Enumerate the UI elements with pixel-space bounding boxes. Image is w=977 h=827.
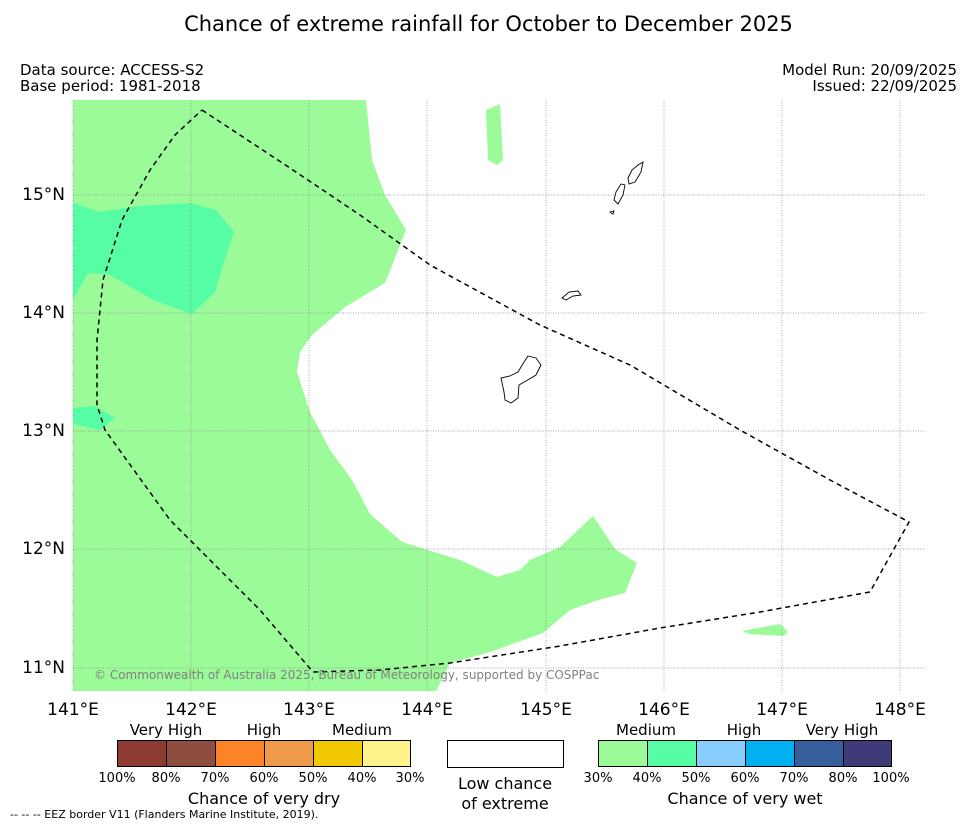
wet-swatch xyxy=(843,740,892,767)
wet-legend-title: Chance of very wet xyxy=(667,789,823,808)
wet-swatch xyxy=(794,740,844,767)
dry-swatch xyxy=(362,740,411,767)
dry-percent-label: 100% xyxy=(98,771,136,786)
dry-category-label: Medium xyxy=(332,721,392,739)
wet-medium-high-area-small xyxy=(73,406,115,430)
wet-category-label: Medium xyxy=(616,721,676,739)
guam-island xyxy=(500,355,542,404)
issued-date: Issued: 22/09/2025 xyxy=(812,77,957,95)
wet-percent-label: 40% xyxy=(632,771,662,786)
wet-percent-label: 70% xyxy=(779,771,809,786)
dry-swatch xyxy=(264,740,314,767)
wet-percent-label: 100% xyxy=(872,771,910,786)
dry-legend-title: Chance of very dry xyxy=(187,789,341,808)
wet-percent-label: 30% xyxy=(583,771,613,786)
dry-percent-label: 70% xyxy=(200,771,230,786)
dry-category-label: Very High xyxy=(129,721,203,739)
lat-tick-label: 14°N xyxy=(22,303,65,323)
lon-tick-label: 145°E xyxy=(520,700,572,720)
base-period: Base period: 1981-2018 xyxy=(20,77,201,95)
wet-medium-patch-southeast xyxy=(742,624,788,636)
dry-percent-label: 80% xyxy=(151,771,181,786)
dry-swatch xyxy=(215,740,265,767)
wet-percent-label: 80% xyxy=(828,771,858,786)
eez-footnote: -- -- -- EEZ border V11 (Flanders Marine… xyxy=(10,808,319,821)
wet-swatch xyxy=(696,740,746,767)
wet-category-label: Very High xyxy=(805,721,879,739)
dry-swatch xyxy=(166,740,216,767)
map-title: Chance of extreme rainfall for October t… xyxy=(184,12,793,36)
wet-swatch xyxy=(647,740,697,767)
lat-tick-label: 13°N xyxy=(22,421,65,441)
lon-tick-label: 141°E xyxy=(47,700,99,720)
low-chance-label: Low chance of extreme xyxy=(458,774,552,814)
wet-swatch xyxy=(745,740,795,767)
gridlines xyxy=(72,100,924,691)
data-source: Data source: ACCESS-S2 xyxy=(20,61,205,79)
lon-tick-label: 148°E xyxy=(874,700,926,720)
wet-swatch xyxy=(598,740,648,767)
wet-medium-patch-north xyxy=(486,104,503,165)
low-chance-swatch xyxy=(447,740,564,768)
source-info: Data source: ACCESS-S2 Base period: 1981… xyxy=(20,62,204,94)
copyright-notice: © Commonwealth of Australia 2025, Bureau… xyxy=(94,668,600,682)
low-chance-line2: of extreme xyxy=(461,794,549,813)
dry-percent-label: 60% xyxy=(249,771,279,786)
wet-category-label: High xyxy=(726,721,762,739)
dry-swatch xyxy=(117,740,167,767)
dry-percent-label: 50% xyxy=(298,771,328,786)
lon-tick-label: 142°E xyxy=(165,700,217,720)
lat-tick-label: 11°N xyxy=(22,658,65,678)
lon-tick-label: 144°E xyxy=(401,700,453,720)
wet-medium-area xyxy=(73,100,637,691)
eez-border xyxy=(96,109,911,673)
rota-island xyxy=(561,290,582,301)
wet-medium-high-area xyxy=(73,203,234,314)
dry-category-label: High xyxy=(246,721,282,739)
lat-tick-label: 12°N xyxy=(22,539,65,559)
lat-tick-label: 15°N xyxy=(22,185,65,205)
run-info: Model Run: 20/09/2025 Issued: 22/09/2025 xyxy=(782,62,957,94)
wet-percent-label: 50% xyxy=(681,771,711,786)
tinian-island xyxy=(613,183,626,205)
lon-tick-label: 146°E xyxy=(638,700,690,720)
dry-percent-label: 40% xyxy=(347,771,377,786)
low-chance-line1: Low chance xyxy=(457,774,553,793)
dry-swatch xyxy=(313,740,363,767)
model-run: Model Run: 20/09/2025 xyxy=(782,61,957,79)
aguijan-island xyxy=(608,210,615,215)
lon-tick-label: 143°E xyxy=(283,700,335,720)
dry-percent-label: 30% xyxy=(395,771,425,786)
wet-percent-label: 60% xyxy=(730,771,760,786)
islands xyxy=(500,161,644,404)
lon-tick-label: 147°E xyxy=(756,700,808,720)
saipan-island xyxy=(627,161,644,185)
